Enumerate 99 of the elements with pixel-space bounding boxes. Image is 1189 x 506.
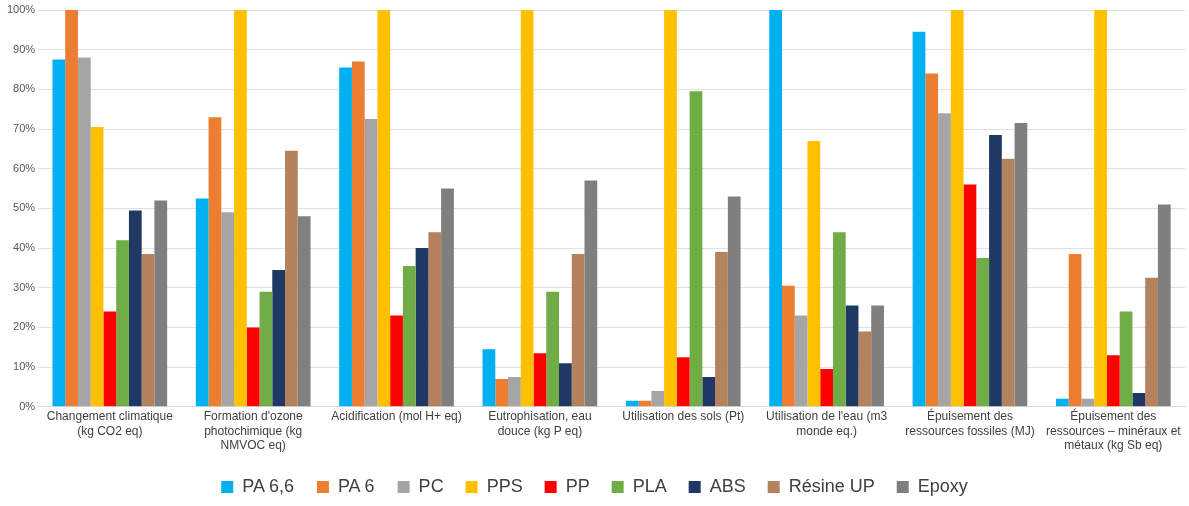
y-tick-label: 60% [13,161,36,174]
bar [259,291,273,407]
bar [402,265,416,407]
bar [495,379,509,407]
x-tick-label: Acidification (mol H+ eq) [331,409,462,424]
legend-label: PC [418,475,444,496]
bar [1014,123,1028,407]
bar [1055,398,1069,407]
bar [103,311,117,407]
y-tick-label: 10% [13,360,36,373]
bar [651,390,665,407]
bar [52,59,66,407]
legend-label: Résine UP [788,475,875,496]
bar [1145,277,1158,407]
bar [1068,254,1082,407]
x-tick-label: Utilisation des sols (Pt) [622,409,745,424]
bar [820,369,833,407]
y-tick-label: 100% [6,3,36,16]
bar [221,212,235,407]
bar [1106,355,1120,407]
bar [1132,392,1146,407]
bar [938,113,951,407]
bar [807,140,821,407]
bar [141,254,155,407]
bar [571,254,585,407]
y-tick-label: 20% [13,320,36,333]
bar [533,353,547,407]
bar [858,331,872,407]
bar [154,200,168,407]
x-tick-label: Changement climatique (kg CO2 eq) [46,409,174,438]
bar [520,10,534,407]
bar [715,252,728,407]
bar [351,61,365,407]
bar [441,188,454,407]
bar [1081,398,1095,407]
bar [871,305,884,407]
legend-label: PP [565,475,590,496]
bar [664,10,677,407]
y-tick-label: 0% [19,399,36,412]
y-tick-label: 90% [13,42,36,55]
bar [727,196,741,407]
bar [272,269,286,407]
bar [128,210,142,407]
y-tick-label: 50% [13,201,36,214]
bar [832,232,846,407]
bar [208,117,222,407]
bar [845,305,859,407]
bar [912,31,926,407]
bar [689,91,703,407]
bar [950,10,964,407]
legend-label: Epoxy [917,475,968,496]
bar [285,150,298,407]
legend-label: PA 6 [337,475,375,496]
x-tick-label: Épuisement des ressources fossiles (MJ) [905,408,1035,438]
bar [1157,204,1171,407]
bar [963,184,977,407]
y-tick-label: 40% [13,241,36,254]
bar [794,315,808,407]
bar [65,10,78,407]
legend-label: PLA [632,475,667,496]
bar [297,216,311,407]
y-tick-label: 30% [13,280,36,293]
bar [195,198,209,407]
bar [989,134,1002,407]
bar [676,357,690,407]
legend-label: PA 6,6 [242,475,294,496]
bar [769,10,782,407]
bar [508,377,521,407]
bar [246,327,260,407]
bar [559,363,572,407]
bar [625,400,639,407]
bar [90,127,104,407]
legend-label: PPS [486,475,523,496]
bar [925,73,939,407]
bar [377,10,391,407]
bar [77,57,91,407]
bar [390,315,403,407]
bar [482,349,496,407]
bar [234,10,247,407]
bar [1094,10,1107,407]
bar [339,67,352,407]
bar [584,180,598,407]
x-tick-label: Formation d'ozone photochimique (kg NMVOC eq) [203,409,303,453]
bar [782,285,795,407]
bar [415,248,429,407]
y-tick-label: 70% [13,122,36,135]
bar [976,258,990,407]
bar [702,377,716,407]
x-tick-label: Épuisement des ressources – minéraux et métaux (kg Sb eq) [1045,408,1182,453]
bar [428,232,442,407]
x-tick-label: Utilisation de l'eau (m3 monde eq.) [766,409,888,438]
legend-label: ABS [709,475,746,496]
bar [364,119,378,407]
x-tick-label: Eutrophisation, eau douce (kg P eq) [488,409,592,438]
y-tick-label: 80% [13,82,36,95]
bar [546,291,559,407]
bar [116,240,129,407]
bar [1001,158,1015,407]
bar [1119,311,1133,407]
